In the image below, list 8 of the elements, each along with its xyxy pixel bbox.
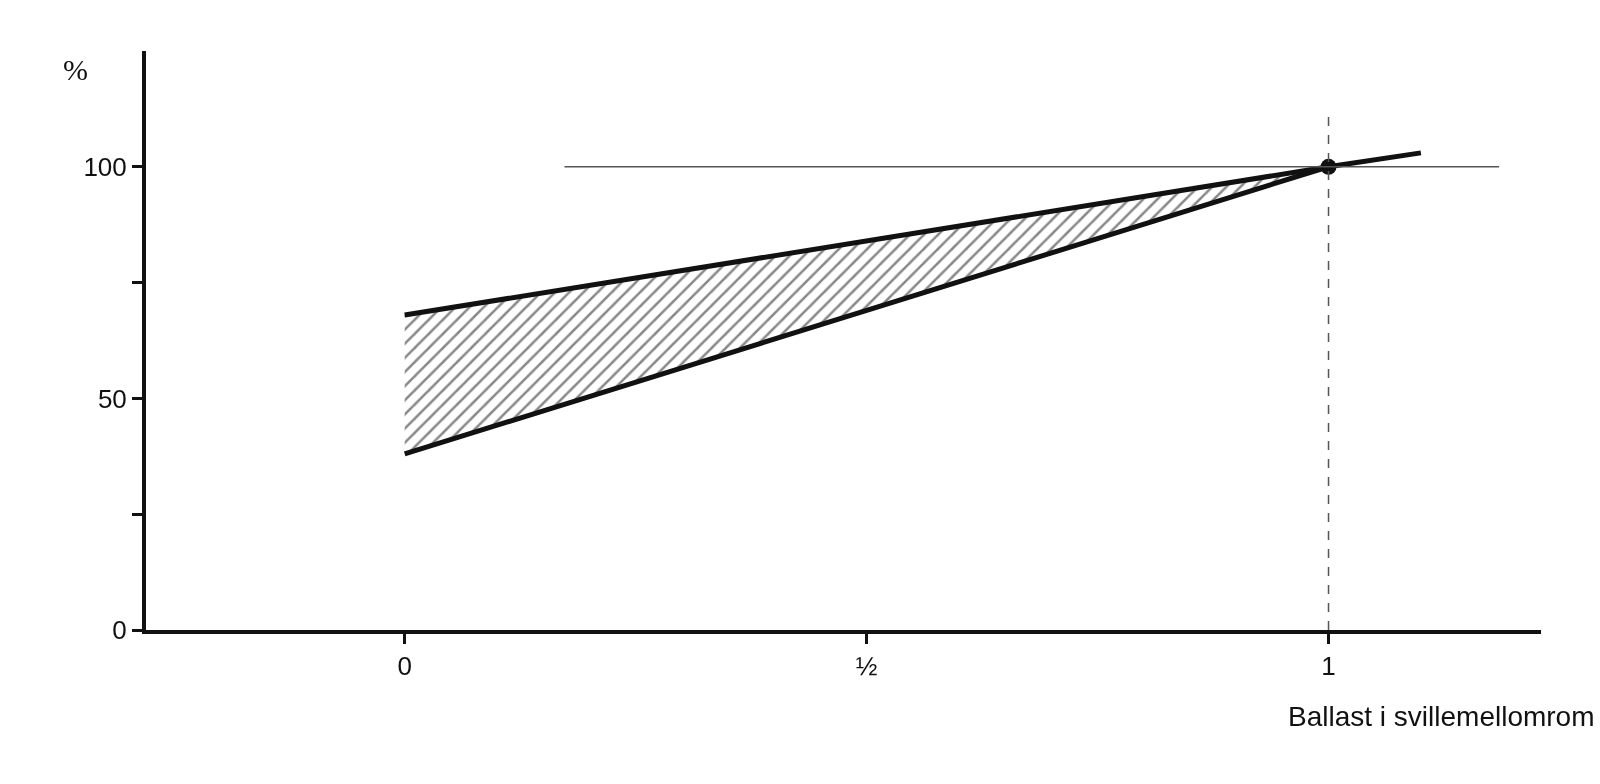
y-tick-label: 0 xyxy=(112,615,127,646)
y-tick-label: 100 xyxy=(83,151,127,182)
x-tick-label: ½ xyxy=(855,651,878,682)
x-tick-label: 1 xyxy=(1321,651,1336,682)
x-axis-title: Ballast i svillemellomrom xyxy=(1288,701,1595,732)
y-axis-title: % xyxy=(63,53,88,86)
x-tick-label: 0 xyxy=(397,651,412,682)
y-tick-label: 50 xyxy=(97,383,127,414)
